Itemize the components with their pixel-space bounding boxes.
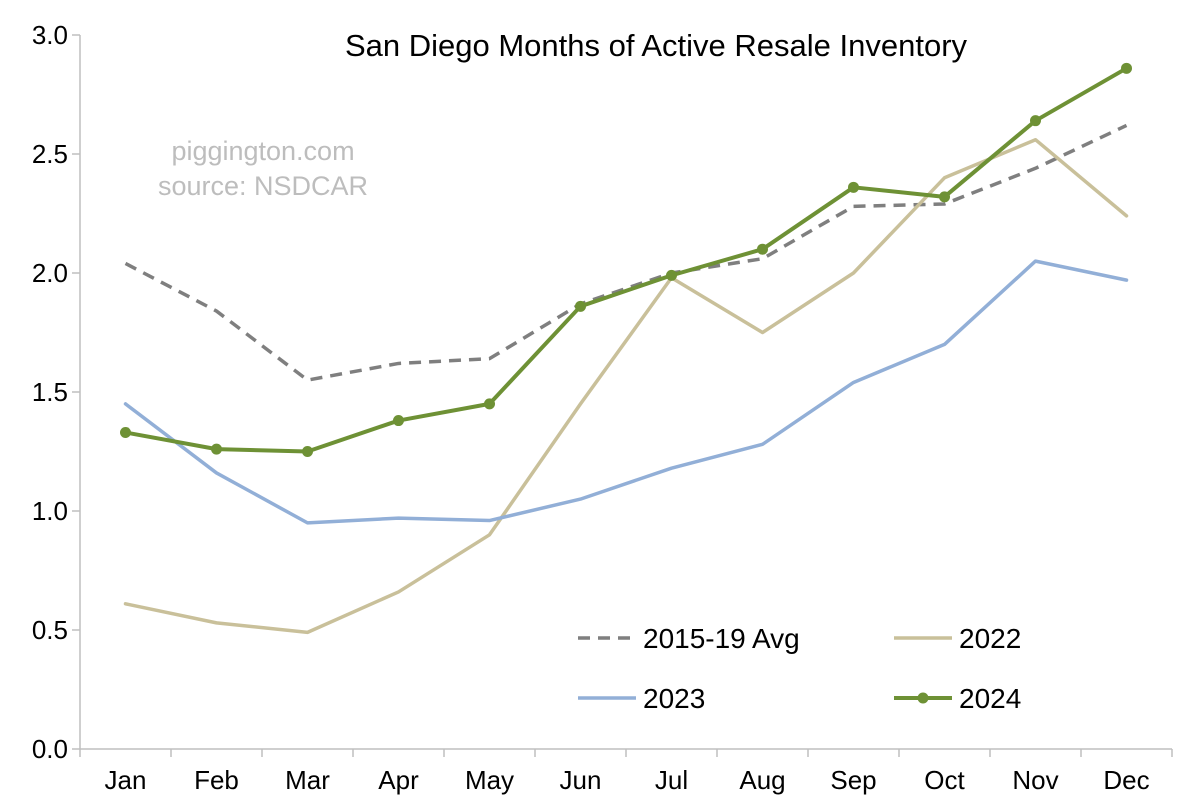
legend-label-2024: 2024	[959, 683, 1021, 714]
series-line-2015-19-avg	[124, 123, 1128, 382]
x-tick-label: Nov	[1012, 765, 1058, 795]
x-tick-label: Feb	[194, 765, 239, 795]
data-point-2024	[848, 181, 859, 193]
x-tick-label: Dec	[1103, 765, 1149, 795]
legend-label-2022: 2022	[959, 623, 1021, 654]
legend-label-2023: 2023	[643, 683, 705, 714]
x-tick-label: Oct	[924, 765, 965, 795]
data-point-2024	[757, 243, 768, 255]
series-line-2023	[123, 259, 1129, 525]
series-line-2022	[123, 137, 1129, 635]
y-tick-label: 2.5	[32, 139, 68, 169]
watermark-source: source: NSDCAR	[158, 171, 368, 201]
series-line-2024	[123, 66, 1129, 454]
x-tick-label: Jul	[655, 765, 688, 795]
data-point-2024	[1121, 62, 1132, 74]
y-tick-label: 0.0	[32, 734, 68, 764]
x-tick-label: Mar	[285, 765, 330, 795]
x-tick-label: Aug	[739, 765, 785, 795]
x-tick-label: Jan	[105, 765, 147, 795]
watermark-site: piggington.com	[171, 136, 354, 166]
data-point-2024	[666, 269, 677, 281]
legend-marker-2024	[917, 692, 929, 704]
data-point-2024	[484, 398, 495, 410]
series-layer	[120, 62, 1132, 635]
y-tick-label: 1.0	[32, 496, 68, 526]
data-point-2024	[120, 426, 131, 438]
x-tick-label: Sep	[830, 765, 876, 795]
x-tick-label: May	[465, 765, 514, 795]
x-tick-label: Jun	[560, 765, 602, 795]
y-tick-label: 0.5	[32, 615, 68, 645]
y-tick-label: 1.5	[32, 377, 68, 407]
legend-label-2015-19-avg: 2015-19 Avg	[643, 623, 800, 654]
data-point-2024	[575, 300, 586, 312]
data-point-2024	[1030, 115, 1041, 127]
legend: 2015-19 Avg 2022 2023 2024	[578, 623, 1021, 714]
data-point-2024	[939, 191, 950, 203]
y-tick-label: 3.0	[32, 20, 68, 50]
data-point-2024	[302, 446, 313, 457]
y-tick-label: 2.0	[32, 258, 68, 288]
x-tick-label: Apr	[378, 765, 419, 795]
data-point-2024	[393, 415, 404, 427]
data-point-2024	[211, 443, 222, 455]
axes: 0.0 0.5 1.0 1.5 2.0 2.5 3.0 Jan Feb Mar Apr May Jun J…	[32, 20, 1173, 795]
chart-title: San Diego Months of Active Resale Invent…	[345, 28, 968, 63]
